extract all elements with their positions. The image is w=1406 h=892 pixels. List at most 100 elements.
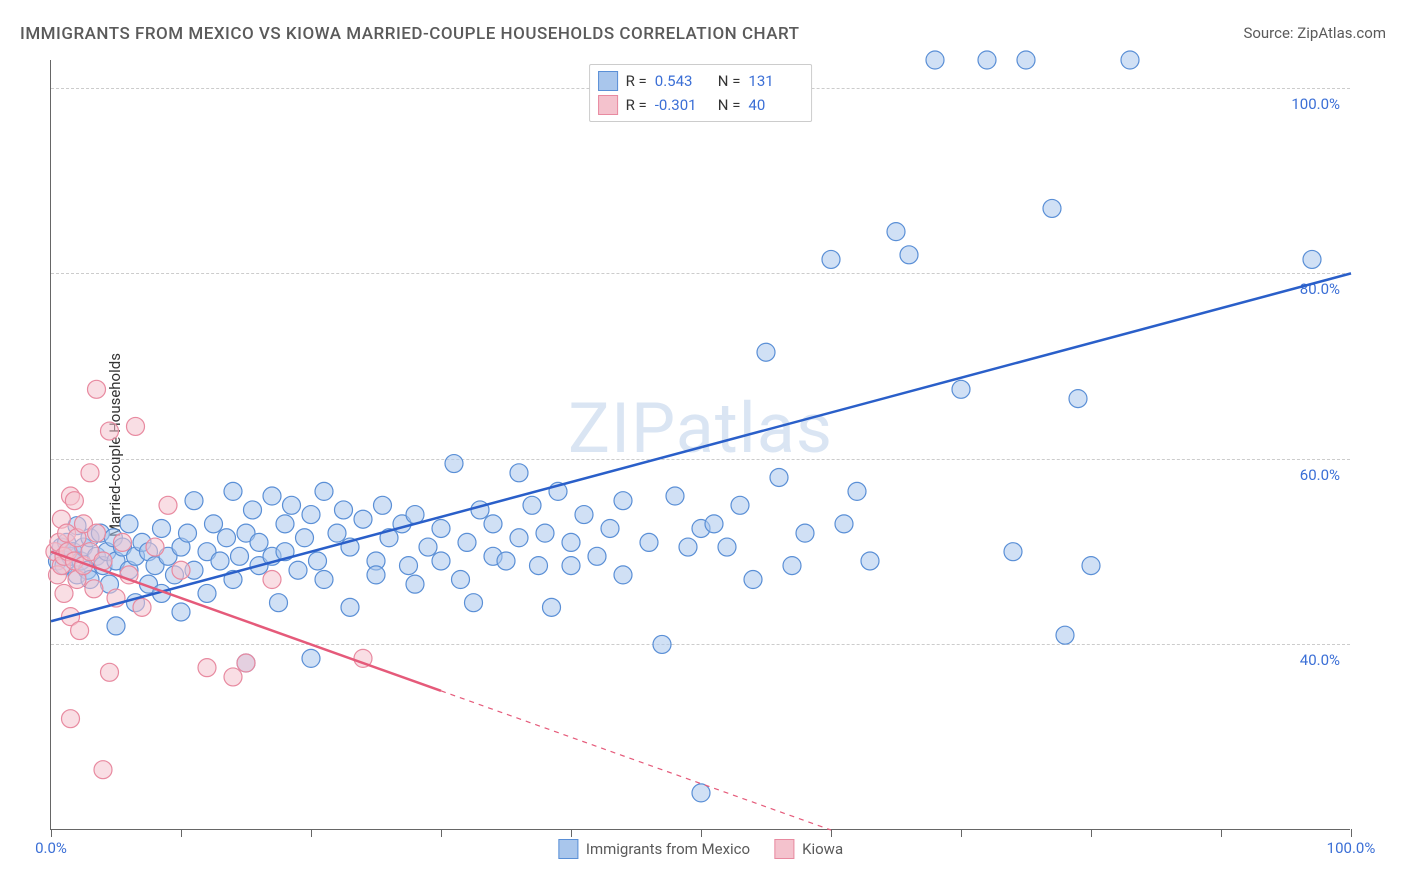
scatter-point-mexico [205, 515, 223, 533]
legend-item-mexico: Immigrants from Mexico [558, 839, 750, 859]
scatter-point-mexico [172, 603, 190, 621]
scatter-point-mexico [666, 487, 684, 505]
x-tick-label: 100.0% [1327, 839, 1376, 857]
scatter-point-mexico [536, 524, 554, 542]
scatter-point-mexico [432, 552, 450, 570]
scatter-point-mexico [289, 561, 307, 579]
scatter-point-mexico [562, 557, 580, 575]
scatter-point-mexico [400, 557, 418, 575]
scatter-point-kiowa [198, 659, 216, 677]
scatter-point-kiowa [88, 380, 106, 398]
scatter-point-mexico [367, 566, 385, 584]
scatter-point-kiowa [114, 533, 132, 551]
scatter-point-kiowa [159, 496, 177, 514]
legend-N-mexico: 131 [748, 72, 803, 90]
scatter-point-kiowa [237, 654, 255, 672]
x-tick [1091, 829, 1092, 837]
scatter-point-mexico [185, 492, 203, 510]
scatter-point-mexico [309, 552, 327, 570]
scatter-point-mexico [601, 519, 619, 537]
scatter-point-mexico [250, 533, 268, 551]
series-legend: Immigrants from Mexico Kiowa [558, 839, 843, 859]
scatter-point-mexico [1082, 557, 1100, 575]
scatter-point-kiowa [85, 580, 103, 598]
legend-row-kiowa: R = -0.301 N = 40 [598, 93, 804, 117]
scatter-point-mexico [731, 496, 749, 514]
source-attribution: Source: ZipAtlas.com [1243, 24, 1386, 42]
scatter-point-mexico [744, 571, 762, 589]
x-tick [571, 829, 572, 837]
scatter-point-kiowa [263, 571, 281, 589]
scatter-point-mexico [543, 598, 561, 616]
legend-item-kiowa: Kiowa [774, 839, 843, 859]
scatter-point-mexico [1004, 543, 1022, 561]
x-tick [831, 829, 832, 837]
scatter-point-mexico [315, 571, 333, 589]
legend-swatch-mexico [598, 71, 618, 91]
scatter-point-mexico [224, 482, 242, 500]
scatter-point-mexico [614, 566, 632, 584]
scatter-chart [51, 60, 1350, 829]
scatter-point-mexico [432, 519, 450, 537]
scatter-point-mexico [452, 571, 470, 589]
chart-title: IMMIGRANTS FROM MEXICO VS KIOWA MARRIED-… [20, 24, 800, 44]
scatter-point-mexico [302, 506, 320, 524]
scatter-point-mexico [276, 515, 294, 533]
scatter-point-mexico [796, 524, 814, 542]
scatter-point-kiowa [172, 561, 190, 579]
scatter-point-mexico [510, 529, 528, 547]
plot-area: Married-couple Households 40.0%60.0%80.0… [50, 60, 1350, 830]
scatter-point-mexico [497, 552, 515, 570]
scatter-point-kiowa [71, 622, 89, 640]
legend-N-kiowa: 40 [748, 96, 803, 114]
scatter-point-mexico [783, 557, 801, 575]
scatter-point-mexico [1017, 51, 1035, 69]
scatter-point-mexico [263, 487, 281, 505]
scatter-point-mexico [335, 501, 353, 519]
source-label: Source: [1243, 24, 1297, 42]
scatter-point-mexico [900, 246, 918, 264]
scatter-point-mexico [244, 501, 262, 519]
scatter-point-mexico [179, 524, 197, 542]
scatter-point-kiowa [81, 464, 99, 482]
scatter-point-mexico [120, 515, 138, 533]
legend-row-mexico: R = 0.543 N = 131 [598, 69, 804, 93]
scatter-point-mexico [757, 343, 775, 361]
scatter-point-kiowa [65, 492, 83, 510]
scatter-point-mexico [770, 468, 788, 486]
scatter-point-mexico [705, 515, 723, 533]
scatter-point-mexico [562, 533, 580, 551]
x-tick [441, 829, 442, 837]
scatter-point-mexico [978, 51, 996, 69]
scatter-point-mexico [640, 533, 658, 551]
scatter-point-mexico [198, 584, 216, 602]
scatter-point-kiowa [101, 422, 119, 440]
scatter-point-kiowa [94, 761, 112, 779]
legend-N-label: N = [718, 72, 741, 90]
scatter-point-mexico [835, 515, 853, 533]
scatter-point-mexico [218, 529, 236, 547]
x-tick [701, 829, 702, 837]
legend-swatch-kiowa [598, 95, 618, 115]
scatter-point-mexico [679, 538, 697, 556]
legend-R-label: R = [626, 72, 647, 90]
scatter-point-mexico [406, 575, 424, 593]
scatter-point-mexico [1056, 626, 1074, 644]
x-tick [311, 829, 312, 837]
source-link[interactable]: ZipAtlas.com [1297, 24, 1386, 42]
scatter-point-mexico [1303, 250, 1321, 268]
scatter-point-mexico [530, 557, 548, 575]
legend-label-kiowa: Kiowa [802, 840, 843, 858]
scatter-point-mexico [374, 496, 392, 514]
scatter-point-kiowa [55, 584, 73, 602]
scatter-point-mexico [302, 649, 320, 667]
scatter-point-kiowa [146, 538, 164, 556]
x-tick [961, 829, 962, 837]
x-tick [1221, 829, 1222, 837]
scatter-point-kiowa [88, 524, 106, 542]
scatter-point-mexico [296, 529, 314, 547]
scatter-point-mexico [887, 223, 905, 241]
scatter-point-kiowa [127, 417, 145, 435]
scatter-point-mexico [1121, 51, 1139, 69]
legend-swatch-mexico [558, 839, 578, 859]
